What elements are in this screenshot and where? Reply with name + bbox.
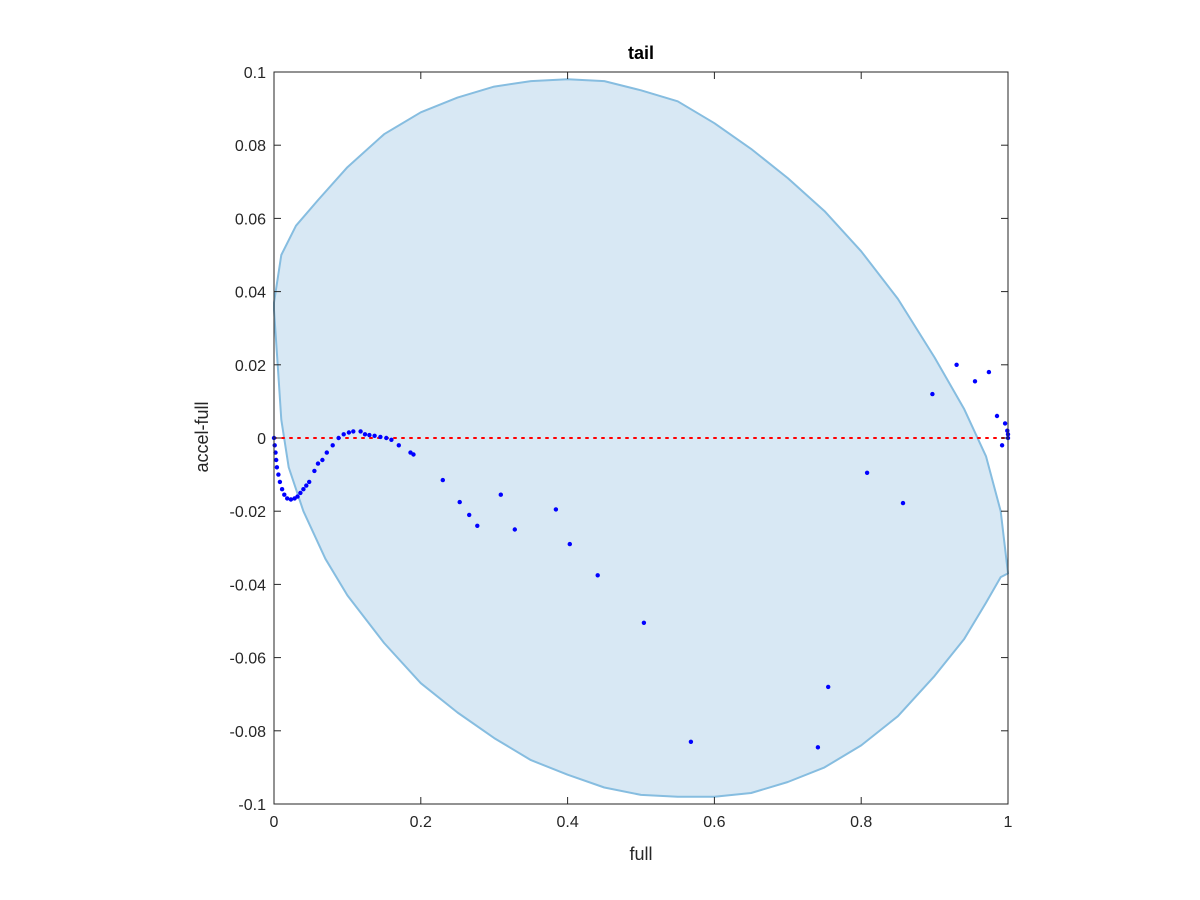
x-tick-label: 0.8: [850, 814, 872, 831]
y-tick-label: 0.06: [235, 211, 266, 228]
data-point: [389, 437, 394, 442]
data-point: [279, 487, 285, 492]
data-point: [362, 432, 368, 437]
data-point: [324, 450, 329, 455]
data-point: [553, 507, 559, 512]
data-point: [986, 369, 992, 375]
y-tick-label: -0.06: [230, 651, 267, 668]
data-point: [341, 432, 346, 437]
data-point: [304, 483, 309, 488]
data-point: [336, 435, 341, 441]
data-point: [999, 443, 1005, 448]
axes: 0 0.2 0.4 0.6 0.8 1 -0.1 -0.08 -0.06 -0.04 -0.02 0 0…: [230, 65, 1013, 831]
data-point: [276, 472, 281, 477]
data-point: [372, 433, 377, 438]
data-point: [274, 465, 280, 470]
data-point: [900, 500, 906, 506]
data-point: [277, 479, 283, 485]
data-point: [826, 684, 831, 690]
y-tick-label: -0.02: [230, 504, 267, 521]
data-point: [272, 443, 277, 448]
data-point: [457, 499, 462, 505]
data-point: [301, 487, 306, 492]
data-point: [282, 492, 287, 497]
data-point: [567, 541, 572, 547]
x-axis-label: full: [629, 844, 652, 864]
data-point: [367, 432, 372, 438]
plot-area: [271, 78, 1011, 798]
data-point: [288, 497, 294, 502]
data-point: [954, 362, 959, 367]
data-point: [512, 527, 517, 532]
data-point: [475, 523, 480, 528]
data-point: [396, 443, 401, 448]
data-point: [346, 430, 352, 435]
y-tick-label: -0.08: [230, 724, 267, 741]
y-tick-label: -0.1: [238, 797, 266, 814]
data-point: [351, 429, 356, 434]
y-tick-label: 0.08: [235, 138, 266, 155]
y-tick-label: 0: [257, 431, 266, 448]
data-point: [930, 391, 935, 397]
data-point: [1002, 421, 1008, 426]
data-point: [312, 468, 317, 474]
data-point: [641, 620, 647, 625]
y-tick-label: 0.1: [244, 65, 266, 82]
x-tick-label: 0: [270, 814, 279, 831]
data-point: [274, 457, 279, 463]
data-point: [440, 477, 445, 483]
data-point: [298, 490, 303, 496]
y-tick-label: 0.04: [235, 285, 266, 302]
data-point: [498, 492, 503, 497]
y-axis-label: accel-full: [192, 401, 212, 472]
y-tick-label: 0.02: [235, 358, 266, 375]
x-tick-label: 0.2: [410, 814, 432, 831]
data-point: [972, 379, 978, 384]
data-point: [295, 494, 300, 499]
data-point: [815, 745, 821, 750]
x-tick-label: 0.6: [703, 814, 725, 831]
data-point: [330, 443, 335, 448]
data-point: [688, 739, 694, 744]
data-point: [467, 512, 472, 518]
data-point: [411, 452, 416, 457]
x-tick-label: 1: [1004, 814, 1013, 831]
data-point: [358, 429, 363, 434]
data-point: [378, 434, 383, 440]
x-tick-label: 0.4: [556, 814, 578, 831]
data-point: [864, 470, 870, 475]
y-tick-label: -0.04: [230, 577, 267, 594]
data-point: [307, 479, 312, 485]
data-point: [320, 457, 325, 463]
data-point: [285, 496, 290, 501]
data-point: [595, 573, 600, 578]
data-point: [315, 461, 321, 466]
data-point: [994, 413, 1000, 419]
chart-title: tail: [628, 43, 654, 63]
data-point: [384, 435, 389, 441]
